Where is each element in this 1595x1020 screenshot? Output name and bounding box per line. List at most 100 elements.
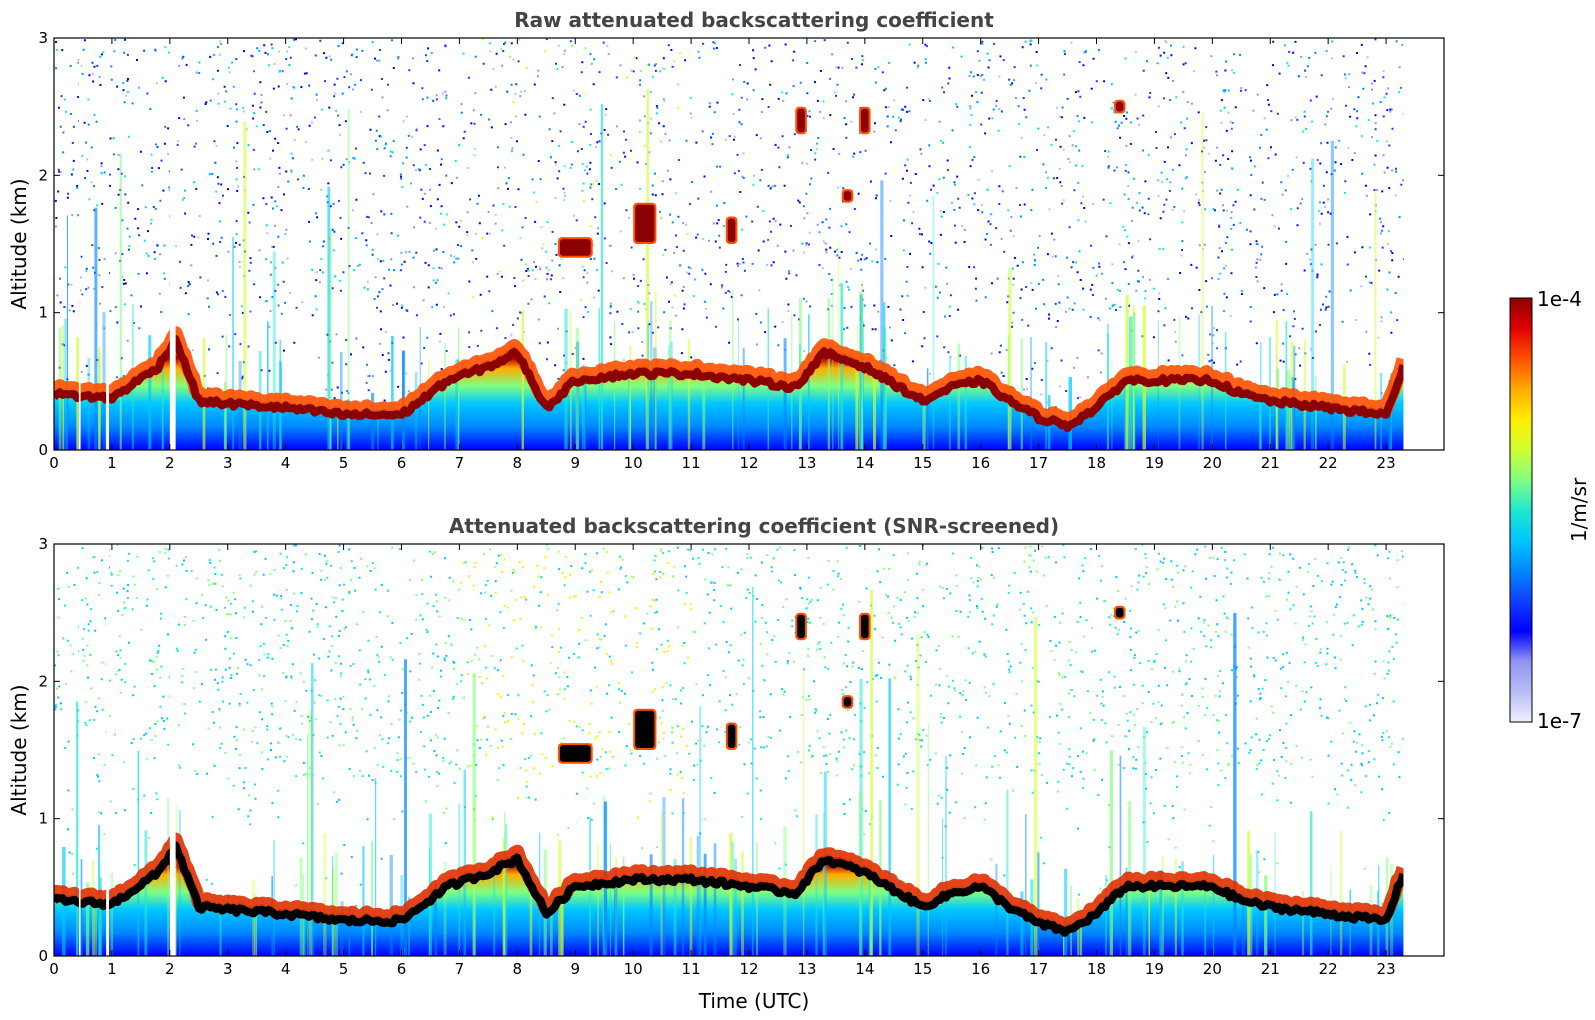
plume-streak	[645, 200, 648, 450]
plume-streak	[1204, 870, 1207, 956]
x-tick-label: 12	[739, 960, 758, 978]
plume-streak	[702, 364, 706, 450]
plume-streak	[335, 852, 338, 956]
plume-streak	[1161, 855, 1164, 956]
plume-streak	[649, 854, 653, 956]
plume-streak	[119, 153, 122, 450]
plume-streak	[327, 186, 331, 450]
plume-streak	[945, 755, 947, 956]
x-tick-label: 11	[682, 454, 701, 472]
noise-dots	[460, 550, 690, 861]
data-gap	[106, 38, 110, 450]
axis-ticks-top: 0 1 2 3 4 5 6 7 8 9 10 11 12 13 14 15 16 17 18 19 20 21 22 2301…	[38, 29, 1444, 472]
x-tick-label: 20	[1203, 960, 1222, 978]
cloud-core	[635, 710, 655, 748]
plume-streak	[102, 311, 106, 450]
plume-streak	[880, 180, 884, 450]
plume-streak	[377, 402, 379, 450]
plume-streak	[1330, 140, 1334, 450]
x-tick-label: 18	[1087, 454, 1106, 472]
data-gap	[106, 544, 110, 956]
plume-streak	[1037, 852, 1040, 956]
plume-streak	[1276, 377, 1278, 450]
plume-streak	[575, 328, 579, 450]
plume-streak	[741, 851, 744, 956]
plume-streak	[94, 207, 98, 450]
plume-streak	[1020, 891, 1024, 956]
x-tick-label: 6	[397, 960, 407, 978]
plume-streak	[93, 895, 98, 956]
cloud-core	[727, 724, 736, 748]
plume-streak	[161, 354, 164, 450]
data-gap	[169, 38, 176, 450]
x-tick-label: 2	[165, 454, 175, 472]
plume-streak	[1119, 755, 1122, 956]
plume-streak	[178, 810, 181, 956]
plume-streak	[148, 335, 152, 450]
plume-streak	[529, 867, 533, 956]
x-tick-label: 13	[797, 960, 816, 978]
plume-streak	[870, 589, 873, 956]
plume-streak	[629, 345, 632, 450]
x-tick-label: 23	[1377, 960, 1396, 978]
x-tick-label: 14	[855, 960, 874, 978]
noise-dots	[56, 544, 1405, 905]
heatmap-raw	[54, 38, 1414, 450]
plume-streak	[92, 860, 95, 956]
plume-streak	[600, 103, 603, 450]
plume-streak	[560, 881, 564, 956]
y-tick-label: 2	[38, 672, 48, 690]
plume-streak	[995, 863, 998, 956]
plume-streak	[323, 832, 327, 956]
colorbar: 1e-4 1e-7 1/m/sr	[1509, 287, 1591, 733]
plume-streak	[1285, 321, 1288, 450]
plume-streak	[1212, 854, 1215, 956]
cloud-core	[797, 108, 805, 133]
plume-streak	[1301, 890, 1305, 956]
noise-dots	[56, 40, 1392, 314]
x-tick-label: 17	[1029, 454, 1048, 472]
plume-streak	[597, 843, 599, 956]
plume-streak	[308, 709, 312, 956]
noise-dots	[54, 43, 1404, 402]
plume-streak	[391, 335, 394, 450]
plume-streak	[1315, 376, 1317, 450]
cloud-core	[559, 745, 591, 762]
x-tick-label: 4	[281, 454, 291, 472]
x-tick-label: 6	[397, 454, 407, 472]
boundary-layer-area	[54, 333, 1404, 450]
plume-streak	[414, 371, 418, 450]
plume-streak	[783, 338, 787, 450]
plume-streak	[340, 901, 344, 956]
plume-streak	[756, 842, 758, 956]
plume-streak	[1105, 875, 1107, 956]
x-tick-label: 5	[339, 960, 349, 978]
plume-streak	[713, 843, 717, 956]
plume-streak	[347, 109, 350, 450]
cloud-core	[843, 191, 852, 201]
plume-streak	[371, 392, 375, 450]
cloud-core	[861, 108, 869, 133]
plume-streak	[581, 364, 586, 450]
plume-streak	[687, 338, 691, 450]
plume-streak	[389, 854, 393, 956]
y-tick-label: 0	[38, 947, 48, 965]
plume-streak	[348, 908, 351, 956]
plume-streak	[670, 341, 673, 450]
x-tick-label: 20	[1203, 454, 1222, 472]
plume-streak	[1292, 377, 1295, 450]
plume-streak	[948, 355, 951, 450]
heatmap-screened	[54, 544, 1414, 956]
plume-streak	[550, 890, 553, 956]
plume-streak	[1289, 374, 1293, 450]
cloud-core	[797, 614, 805, 639]
y-tick-label: 2	[38, 166, 48, 184]
y-tick-label: 1	[38, 304, 48, 322]
x-tick-label: 0	[49, 454, 59, 472]
plume-streak	[832, 276, 834, 450]
plume-streak	[493, 857, 496, 956]
cloud-core	[1115, 101, 1124, 112]
plume-streak	[375, 778, 377, 956]
plume-streak	[362, 845, 365, 956]
plume-streak	[1174, 858, 1177, 956]
